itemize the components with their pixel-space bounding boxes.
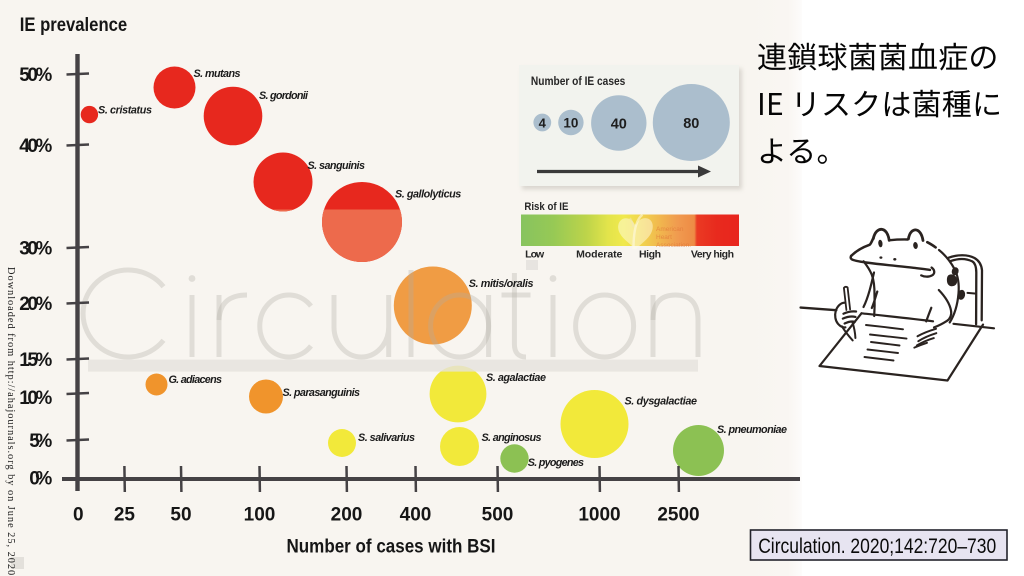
svg-text:30%: 30% (19, 239, 52, 260)
svg-text:Low: Low (525, 248, 545, 260)
svg-text:Association.: Association. (656, 242, 691, 249)
svg-text:100: 100 (244, 505, 276, 526)
svg-text:S. agalactiae: S. agalactiae (486, 372, 546, 384)
svg-text:0%: 0% (29, 469, 52, 490)
svg-text:5%: 5% (29, 431, 52, 452)
svg-text:S. mitis/oralis: S. mitis/oralis (469, 278, 534, 290)
svg-text:4: 4 (539, 115, 547, 130)
svg-text:S. dysgalactiae: S. dysgalactiae (625, 396, 698, 408)
svg-text:80: 80 (683, 116, 699, 132)
svg-text:Very high: Very high (691, 248, 734, 260)
svg-text:200: 200 (331, 505, 363, 526)
svg-text:10: 10 (563, 116, 578, 131)
svg-text:S. cristatus: S. cristatus (98, 105, 152, 117)
svg-text:Circulation. 2020;142:720–730: Circulation. 2020;142:720–730 (758, 535, 996, 558)
svg-text:S. anginosus: S. anginosus (482, 432, 542, 444)
svg-text:G. adiacens: G. adiacens (169, 374, 223, 386)
svg-text:10%: 10% (19, 388, 52, 409)
svg-text:40: 40 (611, 116, 627, 132)
svg-text:S. gordonii: S. gordonii (259, 90, 309, 102)
svg-text:S. parasanguinis: S. parasanguinis (283, 387, 361, 399)
svg-text:25: 25 (114, 505, 136, 526)
svg-text:S. sanguinis: S. sanguinis (308, 160, 366, 172)
svg-text:Risk of IE: Risk of IE (524, 201, 568, 213)
svg-text:Moderate: Moderate (576, 248, 622, 260)
svg-text:20%: 20% (19, 294, 52, 315)
svg-text:Heart: Heart (656, 234, 672, 241)
svg-text:S. salivarius: S. salivarius (358, 432, 415, 444)
svg-text:1000: 1000 (578, 505, 620, 526)
svg-text:Number of cases with BSI: Number of cases with BSI (287, 536, 496, 558)
svg-text:S. mutans: S. mutans (194, 68, 241, 80)
svg-text:40%: 40% (19, 136, 52, 157)
svg-text:500: 500 (482, 505, 514, 526)
svg-text:S. pneumoniae: S. pneumoniae (717, 424, 787, 436)
svg-text:High: High (639, 248, 661, 260)
svg-text:50: 50 (170, 505, 191, 526)
svg-text:400: 400 (400, 505, 432, 526)
svg-text:S. pyogenes: S. pyogenes (528, 457, 584, 469)
svg-text:15%: 15% (19, 350, 52, 371)
svg-text:0: 0 (73, 505, 84, 526)
svg-text:IE prevalence: IE prevalence (20, 14, 128, 36)
svg-text:2500: 2500 (657, 505, 699, 526)
svg-text:Number of IE cases: Number of IE cases (531, 76, 625, 88)
svg-text:50%: 50% (19, 65, 52, 86)
svg-text:American: American (656, 226, 684, 233)
svg-text:S. gallolyticus: S. gallolyticus (395, 189, 461, 201)
